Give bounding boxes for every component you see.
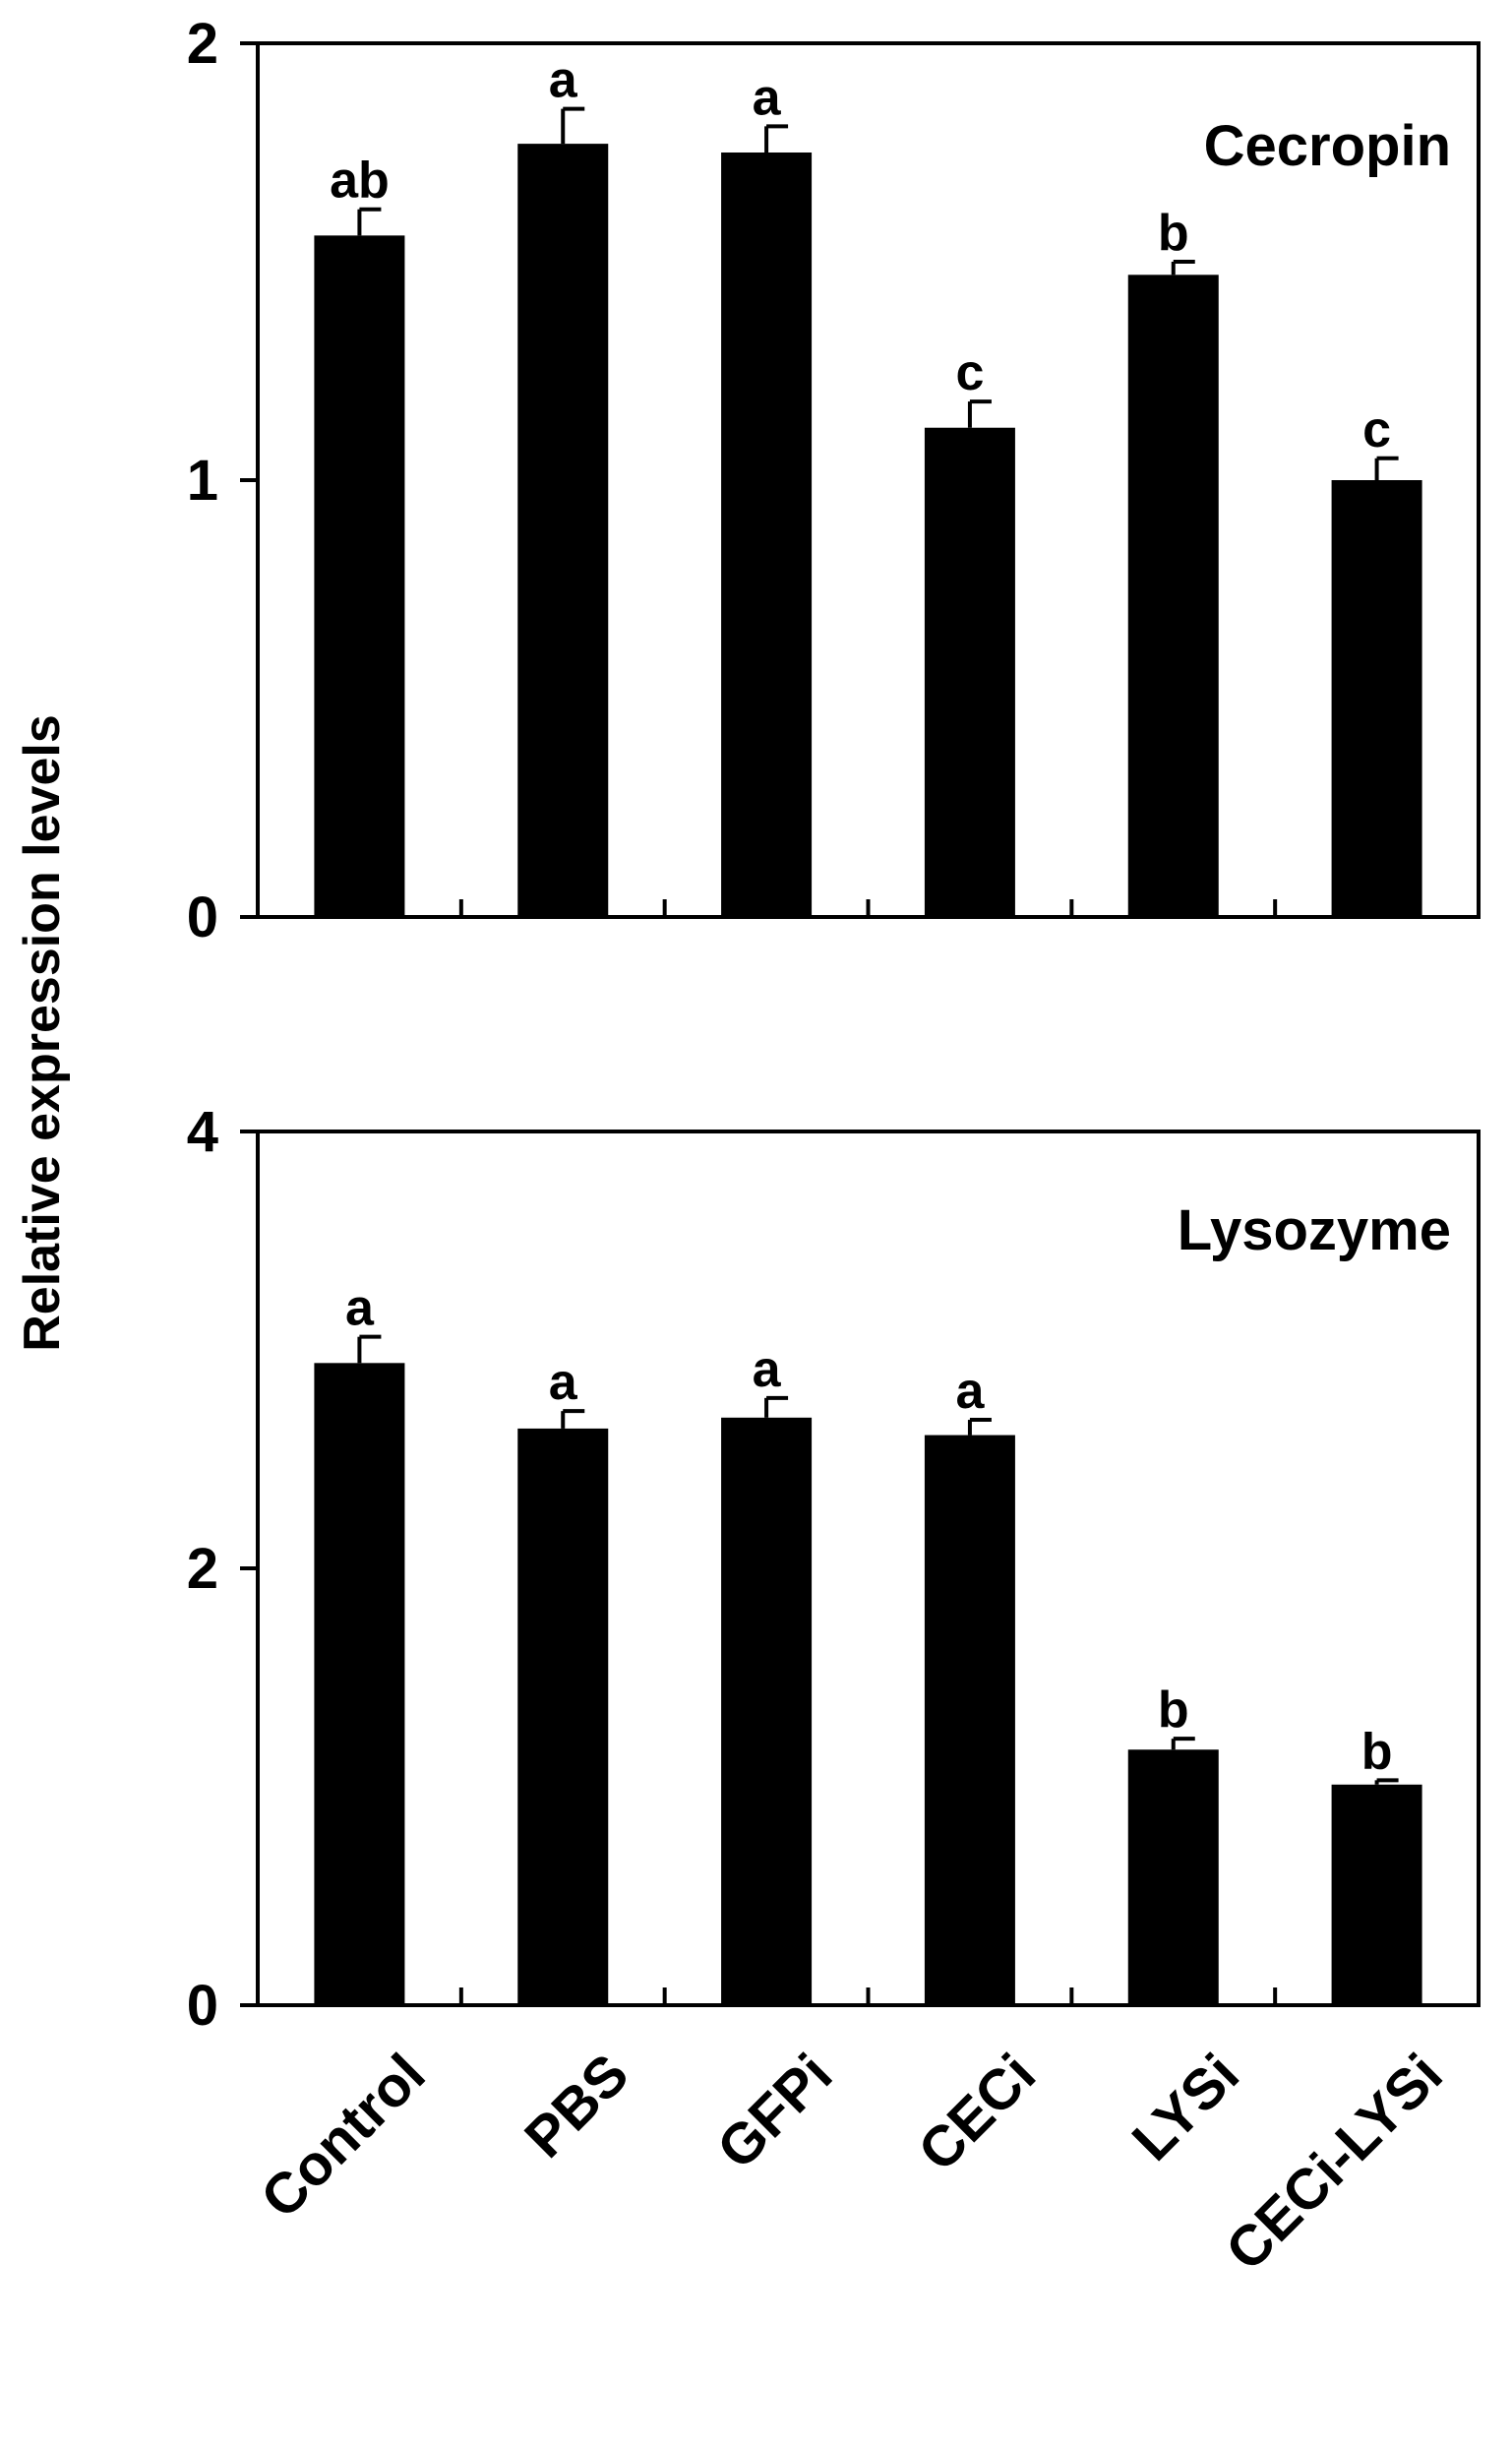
bar xyxy=(1127,1749,1219,2005)
panel-title: Cecropin xyxy=(1204,114,1451,178)
panel-cecropin: 0 1 2 ab a a c b c Cecropin xyxy=(187,12,1481,949)
bar xyxy=(1331,1784,1422,2005)
bar xyxy=(924,427,1015,917)
significance-label: a xyxy=(345,1280,375,1337)
panel-title: Lysozyme xyxy=(1178,1198,1451,1262)
significance-label: b xyxy=(1158,1681,1189,1739)
bar xyxy=(721,1417,813,2005)
y-tick-label: 0 xyxy=(187,886,218,949)
significance-label: b xyxy=(1158,205,1189,262)
bar xyxy=(1331,480,1422,917)
significance-label: b xyxy=(1361,1723,1393,1780)
x-category-label: PBS xyxy=(513,2042,640,2170)
bar xyxy=(517,144,609,917)
x-category-label: LYSi xyxy=(1120,2042,1251,2172)
y-tick-label: 2 xyxy=(187,12,218,76)
bar xyxy=(314,1363,405,2005)
significance-label: a xyxy=(753,69,782,126)
bar xyxy=(517,1428,609,2005)
y-axis-label: Relative expression levels xyxy=(14,714,71,1352)
significance-label: ab xyxy=(330,153,390,210)
plot-frame xyxy=(256,1130,1481,2007)
x-category-label: GFPi xyxy=(705,2042,845,2181)
significance-label: a xyxy=(753,1341,782,1398)
y-tick-label: 1 xyxy=(187,449,218,513)
significance-label: c xyxy=(955,344,984,401)
y-tick-label: 2 xyxy=(187,1537,218,1601)
significance-label: a xyxy=(549,1354,578,1411)
x-category-label: Control xyxy=(249,2042,438,2231)
x-category-label: CECi xyxy=(906,2042,1048,2183)
significance-label: a xyxy=(955,1363,985,1420)
significance-label: a xyxy=(549,52,578,109)
bar xyxy=(1127,275,1219,917)
bar xyxy=(721,153,813,917)
bar xyxy=(314,235,405,918)
y-tick-label: 4 xyxy=(187,1100,218,1164)
y-tick-label: 0 xyxy=(187,1974,218,2038)
x-category-label: CECi-LYSi xyxy=(1214,2042,1455,2283)
bar xyxy=(924,1435,1015,2005)
significance-label: c xyxy=(1362,401,1391,458)
panel-lysozyme: 0 2 4 a a a a b b Lysozyme xyxy=(187,1100,1481,2038)
